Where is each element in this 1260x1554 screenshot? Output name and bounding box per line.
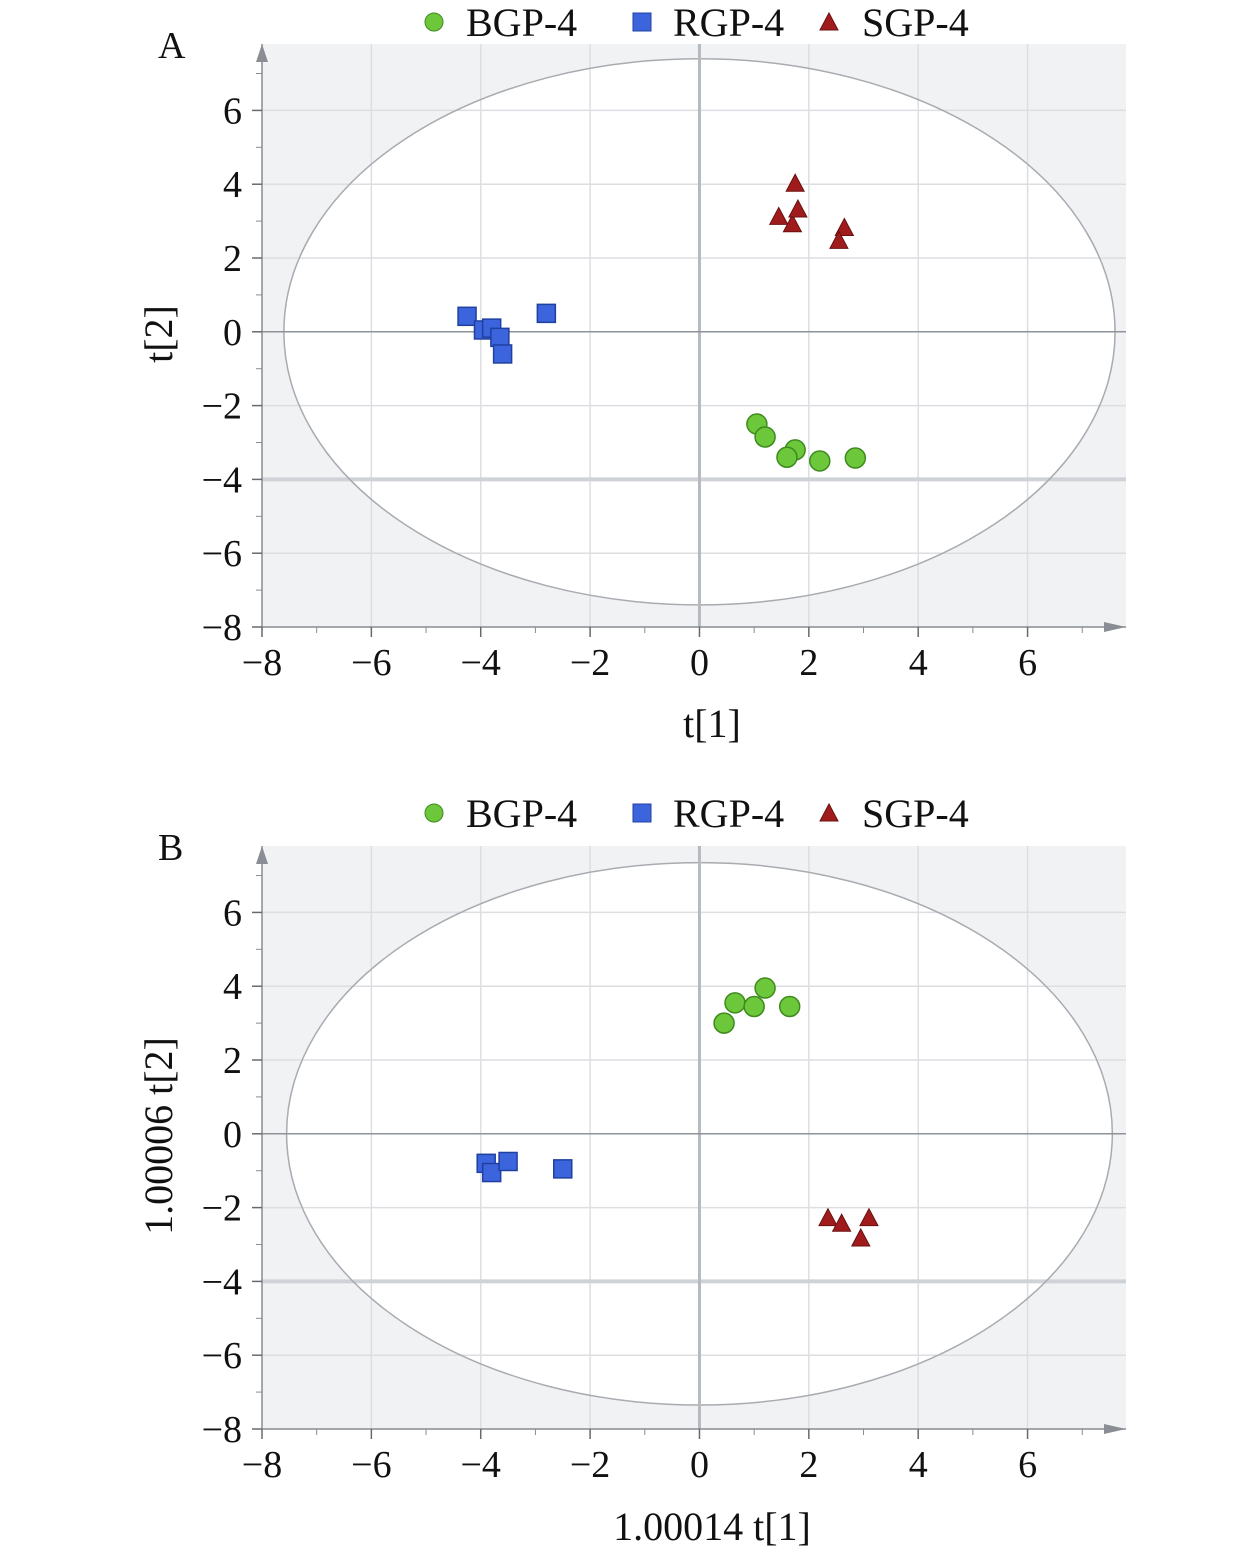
point-rgp4-a	[536, 303, 557, 324]
y-tick-label-a: −2	[202, 386, 242, 428]
y-axis-arrow-a	[256, 44, 268, 62]
point-sgp4-b	[859, 1207, 879, 1227]
point-bgp4-b	[713, 1012, 735, 1034]
point-bgp4-b	[754, 977, 776, 999]
y-tick-label-b: 0	[223, 1114, 242, 1156]
legend-label-sgp4: SGP-4	[862, 791, 969, 836]
x-tick-label-a: −6	[351, 642, 391, 684]
y-axis-label-b: 1.00006 t[2]	[136, 1037, 181, 1235]
y-tick-label-a: −8	[202, 607, 242, 649]
legend-label-rgp4: RGP-4	[673, 0, 784, 45]
point-rgp4-a	[457, 306, 477, 327]
y-tick-label-b: −4	[202, 1261, 242, 1303]
legend-label-rgp4: RGP-4	[673, 791, 784, 836]
legend-marker-rgp4	[632, 12, 652, 32]
x-axis-label-b: 1.00014 t[1]	[613, 1504, 811, 1549]
y-tick-label-b: −6	[202, 1335, 242, 1377]
x-tick-label-a: 4	[909, 642, 928, 684]
x-axis-arrow-b	[1104, 1424, 1126, 1434]
plot-area-b: −8−8 −6 −6 −4 −4 −2 −2 0 0 2 2 4 4 6 6	[202, 846, 1126, 1486]
legend-marker-sgp4	[819, 11, 839, 31]
x-tick-label-b: −8	[242, 1444, 282, 1486]
y-tick-label-a: −4	[202, 459, 242, 501]
legend-marker-sgp4	[819, 802, 839, 822]
legend-label-sgp4: SGP-4	[862, 0, 969, 45]
point-sgp4-b	[850, 1227, 871, 1247]
legend-marker-bgp4	[424, 803, 444, 823]
point-sgp4-a	[782, 213, 803, 233]
x-tick-label-a: −8	[242, 642, 282, 684]
point-sgp4-b	[818, 1207, 838, 1227]
y-tick-label-b: 2	[223, 1040, 242, 1082]
x-tick-label-b: −2	[570, 1444, 610, 1486]
legend-a: BGP-4 RGP-4 SGP-4	[424, 0, 969, 45]
x-tick-label-a: −4	[461, 642, 501, 684]
x-tick-label-b: 4	[909, 1444, 928, 1486]
y-tick-label-a: 2	[223, 238, 242, 280]
point-bgp4-a	[754, 426, 776, 448]
point-sgp4-a	[785, 173, 805, 192]
x-tick-label-a: 2	[799, 642, 818, 684]
x-tick-label-a: −2	[570, 642, 610, 684]
point-sgp4-b	[831, 1213, 852, 1232]
y-tick-label-a: 6	[223, 90, 242, 132]
x-tick-label-b: −6	[351, 1444, 391, 1486]
point-sgp4-a	[834, 217, 855, 236]
x-tick-label-a: 6	[1018, 642, 1037, 684]
point-bgp4-a	[776, 446, 798, 469]
y-tick-label-b: 4	[223, 966, 242, 1008]
point-bgp4-a	[809, 450, 831, 472]
point-rgp4-a	[492, 344, 513, 364]
x-tick-label-b: 2	[799, 1444, 818, 1486]
point-bgp4-b	[724, 992, 746, 1014]
panel-label-a: A	[158, 25, 186, 67]
panel-a: BGP-4 RGP-4 SGP-4 A −8−8 −6 −6 −4 −4 −2 −2 0 0 2 2…	[136, 0, 1126, 746]
legend-marker-rgp4	[632, 803, 652, 823]
x-axis-label-a: t[1]	[683, 701, 741, 746]
x-tick-label-a: 0	[690, 642, 709, 684]
point-sgp4-a	[788, 198, 808, 218]
legend-b: BGP-4 RGP-4 SGP-4	[424, 791, 969, 836]
panel-b: BGP-4 RGP-4 SGP-4 B −8−8 −6 −6 −4 −4 −2 −2 0 0 2 2…	[136, 791, 1126, 1549]
y-axis-label-a: t[2]	[136, 305, 181, 363]
y-axis-arrow-b	[256, 846, 268, 864]
panel-label-b: B	[158, 827, 183, 869]
y-tick-label-a: −6	[202, 533, 242, 575]
point-rgp4-b	[498, 1151, 518, 1172]
y-tick-label-b: −2	[202, 1188, 242, 1230]
point-rgp4-b	[553, 1159, 573, 1179]
legend-label-bgp4: BGP-4	[466, 0, 577, 45]
point-sgp4-a	[829, 230, 849, 249]
plot-area-a: −8−8 −6 −6 −4 −4 −2 −2 0 0 2 2 4 4 6 6	[202, 44, 1126, 684]
point-sgp4-a	[768, 206, 789, 225]
x-tick-label-b: 0	[690, 1444, 709, 1486]
point-rgp4-b	[481, 1162, 502, 1183]
point-rgp4-a	[490, 327, 510, 348]
point-bgp4-b	[778, 995, 801, 1018]
y-tick-label-a: 0	[223, 312, 242, 354]
legend-label-bgp4: BGP-4	[466, 791, 577, 836]
x-tick-label-b: 6	[1018, 1444, 1037, 1486]
x-axis-arrow-a	[1104, 622, 1126, 632]
point-bgp4-b	[743, 995, 765, 1018]
point-bgp4-a	[844, 447, 867, 469]
x-tick-label-b: −4	[461, 1444, 501, 1486]
y-tick-label-b: −8	[202, 1409, 242, 1451]
y-tick-label-b: 6	[223, 892, 242, 934]
y-tick-label-a: 4	[223, 164, 242, 206]
legend-marker-bgp4	[424, 12, 444, 32]
